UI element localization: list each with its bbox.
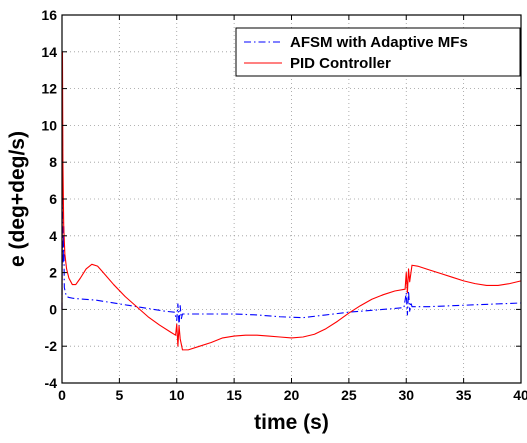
- x-axis-title: time (s): [254, 411, 329, 434]
- legend-box: [235, 27, 521, 77]
- y-tick-label: 4: [49, 228, 57, 244]
- x-tick-label: 20: [284, 387, 300, 403]
- x-tick-label: 30: [398, 387, 414, 403]
- y-tick-label: 14: [41, 44, 57, 60]
- x-tick-label: 0: [58, 387, 66, 403]
- x-tick-label: 5: [115, 387, 123, 403]
- y-tick-label: -2: [45, 338, 58, 354]
- legend-label-afsm: AFSM with Adaptive MFs: [290, 34, 468, 51]
- y-tick-label: 0: [49, 301, 57, 317]
- y-axis-title: e (deg+deg/s): [6, 131, 29, 267]
- legend: AFSM with Adaptive MFs PID Controller: [235, 27, 521, 77]
- y-tick-label: -4: [45, 375, 58, 391]
- x-tick-label: 35: [456, 387, 472, 403]
- y-tick-label: 12: [41, 81, 57, 97]
- grid-lines: [62, 15, 521, 383]
- series-lines: [61, 51, 522, 351]
- series-line-pid: [61, 51, 522, 351]
- y-tick-label: 6: [49, 191, 57, 207]
- x-tick-label: 40: [513, 387, 527, 403]
- y-tick-label: 2: [49, 265, 57, 281]
- x-tick-label: 10: [169, 387, 185, 403]
- x-tick-label: 25: [341, 387, 357, 403]
- legend-label-pid: PID Controller: [290, 55, 391, 72]
- y-tick-label: 10: [41, 117, 57, 133]
- series-line-afsm: [61, 78, 522, 327]
- y-tick-label: 8: [49, 154, 57, 170]
- x-tick-label: 15: [226, 387, 242, 403]
- axis-ticks: 0 5 10 15 20 25 30 35 40 -4 -2 0 2 4 6 8 10 12 14 16: [41, 7, 527, 403]
- y-tick-label: 16: [41, 7, 57, 23]
